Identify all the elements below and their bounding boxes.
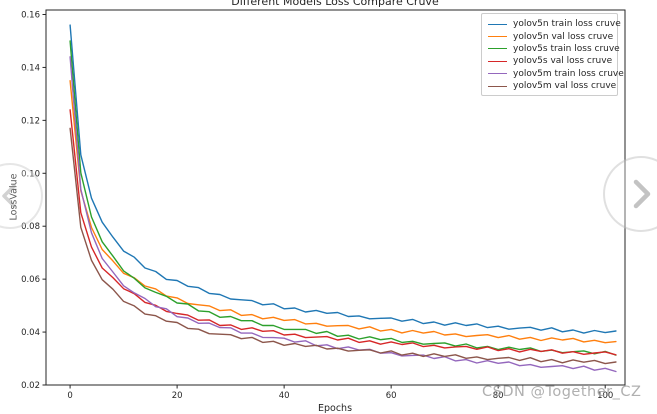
legend-item: yolov5m val loss cruve bbox=[488, 80, 616, 92]
series-line-yolov5n-val-loss-cruve bbox=[69, 79, 617, 344]
legend-line-swatch bbox=[488, 36, 507, 38]
legend-item: yolov5s train loss cruve bbox=[488, 43, 620, 55]
y-tick-label: 0.06 bbox=[21, 275, 40, 285]
legend-line-swatch bbox=[488, 60, 507, 62]
x-tick-label: 20 bbox=[172, 391, 183, 401]
legend-line-swatch bbox=[488, 23, 507, 25]
chart-legend: yolov5n train loss cruve yolov5n val loss… bbox=[481, 13, 624, 97]
watermark-text: CSDN @Together_CZ bbox=[482, 384, 642, 400]
x-tick-label: 60 bbox=[386, 391, 397, 401]
x-tick-label: 0 bbox=[67, 391, 72, 401]
x-tick-label: 80 bbox=[493, 391, 504, 401]
carousel-next-button[interactable] bbox=[603, 156, 657, 232]
y-tick-label: 0.02 bbox=[21, 381, 40, 391]
legend-label: yolov5n val loss cruve bbox=[513, 31, 614, 42]
legend-label: yolov5s val loss cruve bbox=[513, 56, 613, 67]
y-tick-label: 0.08 bbox=[21, 222, 40, 232]
series-line-yolov5s-val-loss-cruve bbox=[69, 109, 617, 356]
legend-line-swatch bbox=[488, 85, 507, 87]
series-line-yolov5m-train-loss-cruve bbox=[69, 56, 617, 373]
y-tick-label: 0.12 bbox=[21, 116, 40, 126]
legend-label: yolov5s train loss cruve bbox=[513, 43, 620, 54]
legend-item: yolov5n val loss cruve bbox=[488, 30, 614, 42]
legend-line-swatch bbox=[488, 73, 507, 75]
y-tick-label: 0.04 bbox=[21, 328, 40, 338]
chevron-left-icon bbox=[0, 179, 27, 213]
y-tick-label: 0.14 bbox=[21, 63, 40, 73]
x-tick-label: 100 bbox=[597, 391, 613, 401]
y-tick-label: 0.16 bbox=[21, 10, 40, 20]
legend-label: yolov5m train loss cruve bbox=[513, 68, 624, 79]
series-line-yolov5n-train-loss-cruve bbox=[69, 24, 617, 334]
legend-line-swatch bbox=[488, 48, 507, 50]
legend-item: yolov5s val loss cruve bbox=[488, 55, 613, 67]
chevron-right-icon bbox=[621, 174, 657, 214]
legend-item: yolov5m train loss cruve bbox=[488, 68, 624, 80]
legend-label: yolov5n train loss cruve bbox=[513, 19, 621, 30]
series-line-yolov5s-train-loss-cruve bbox=[69, 40, 617, 356]
series-line-yolov5m-val-loss-cruve bbox=[69, 127, 617, 365]
x-tick-label: 40 bbox=[279, 391, 290, 401]
x-axis-label: Epochs bbox=[317, 403, 353, 414]
chart-title: Different Models Loss Compare Cruve bbox=[231, 0, 439, 8]
legend-label: yolov5m val loss cruve bbox=[513, 81, 617, 92]
legend-item: yolov5n train loss cruve bbox=[488, 18, 621, 30]
